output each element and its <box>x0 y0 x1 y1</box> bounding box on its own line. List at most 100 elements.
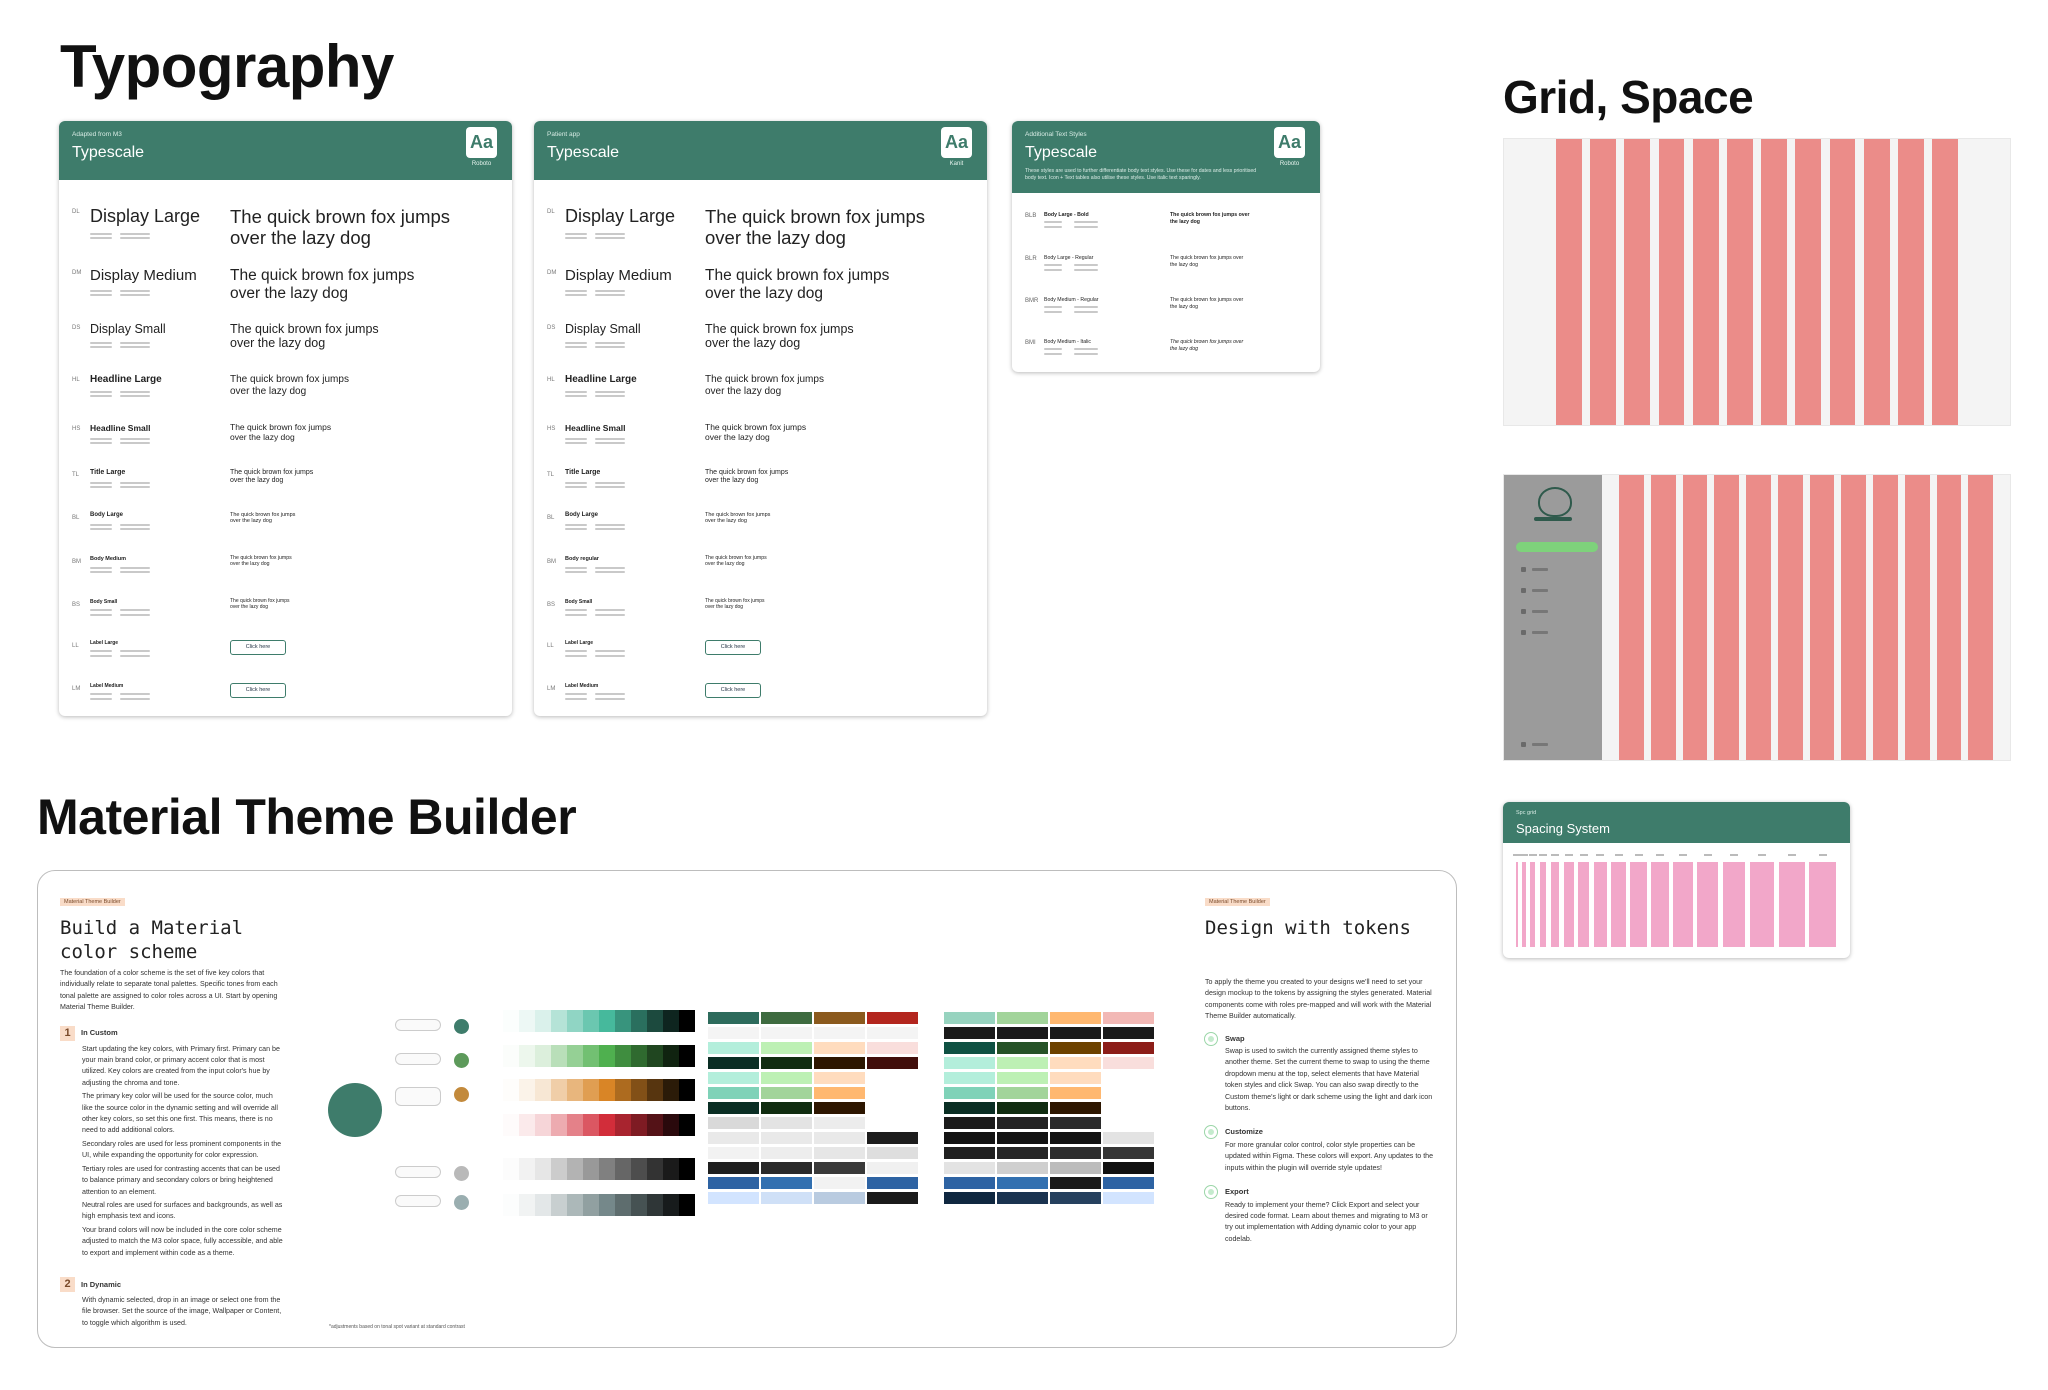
spacing-bar <box>1651 862 1669 947</box>
paragraph: Secondary roles are used for less promin… <box>82 1139 282 1160</box>
role-tile <box>1050 1057 1101 1069</box>
meta-line <box>565 609 587 612</box>
meta-line <box>565 523 587 526</box>
row-name: Display Small <box>565 322 641 336</box>
card-title: Spacing System <box>1516 821 1610 836</box>
card-title: Typescale <box>72 144 145 161</box>
font-name: Kanit <box>949 161 964 167</box>
button: Click here <box>705 640 761 655</box>
tone-swatch <box>615 1010 631 1032</box>
row-sample: The quick brown fox jumps over the lazy … <box>1170 339 1244 352</box>
role-tile <box>1103 1147 1154 1159</box>
spacing-label <box>1579 854 1588 856</box>
tone-swatch <box>647 1158 663 1180</box>
spacing-bar <box>1611 862 1626 947</box>
tone-swatch <box>503 1194 519 1216</box>
meta-line <box>1044 348 1062 350</box>
nav-icon <box>1521 588 1526 593</box>
role-tile <box>1103 1102 1154 1114</box>
tone-swatch <box>535 1194 551 1216</box>
row-sample: The quick brown fox jumps over the lazy … <box>705 598 765 610</box>
meta-line <box>565 481 587 484</box>
role-tile <box>867 1132 918 1144</box>
spacing-label <box>1513 854 1521 856</box>
tone-swatch <box>551 1114 567 1136</box>
grid-column <box>1897 139 1924 425</box>
tone-swatch <box>599 1158 615 1180</box>
meta-line <box>120 232 150 235</box>
row-name: Body Small <box>565 599 593 605</box>
heading: Design with tokens <box>1205 917 1411 939</box>
spacing-card: Spc grid Spacing System <box>1503 802 1850 958</box>
tone-swatch <box>599 1045 615 1067</box>
tone-swatch <box>599 1079 615 1101</box>
tone-swatch <box>503 1114 519 1136</box>
spacing-label <box>1703 854 1712 856</box>
role-tile <box>997 1087 1048 1099</box>
meta-line <box>120 346 150 349</box>
role-tile <box>761 1117 812 1129</box>
meta-line <box>90 437 112 440</box>
meta-line <box>1074 264 1098 266</box>
tone-swatch <box>535 1158 551 1180</box>
step-title: In Dynamic <box>81 1279 122 1289</box>
tone-swatch <box>503 1045 519 1067</box>
tone-swatch <box>631 1079 647 1101</box>
role-tile <box>944 1162 995 1174</box>
role-tile <box>708 1102 759 1114</box>
source-color <box>328 1083 382 1137</box>
meta-line <box>595 237 625 239</box>
spacing-label <box>1564 854 1573 856</box>
item-icon <box>1204 1125 1218 1140</box>
meta-line <box>565 232 587 235</box>
grid-column <box>1658 139 1685 425</box>
role-tile <box>867 1042 918 1054</box>
key-color <box>454 1166 469 1181</box>
tone-swatch <box>663 1010 679 1032</box>
role-tile <box>708 1087 759 1099</box>
grid-column <box>1590 139 1617 425</box>
paragraph: With dynamic selected, drop in an image … <box>82 1295 282 1327</box>
spacing-bar <box>1808 862 1837 947</box>
tone-swatch <box>615 1194 631 1216</box>
spacing-label <box>1551 854 1559 856</box>
tone-swatch <box>535 1114 551 1136</box>
spacing-label <box>1758 854 1766 856</box>
tone-swatch <box>647 1194 663 1216</box>
item-text: Ready to implement your theme? Click Exp… <box>1225 1200 1428 1243</box>
role-tile <box>708 1147 759 1159</box>
tone-swatch <box>503 1158 519 1180</box>
card-title: Typescale <box>1025 144 1098 161</box>
role-tile <box>708 1072 759 1084</box>
row-name: Display Large <box>90 206 201 226</box>
role-tile <box>944 1087 995 1099</box>
tone-swatch <box>663 1079 679 1101</box>
meta-line <box>120 395 150 397</box>
role-tile <box>944 1042 995 1054</box>
tone-swatch <box>551 1194 567 1216</box>
meta-line <box>1074 268 1098 271</box>
role-tile <box>761 1087 812 1099</box>
meta-line <box>90 693 112 696</box>
role-tile <box>1103 1072 1154 1084</box>
meta-line <box>565 437 587 440</box>
spacing-bar <box>1673 862 1693 947</box>
spacing-label <box>1520 854 1529 856</box>
paragraph: The foundation of a color scheme is the … <box>60 969 278 1012</box>
step-header: 2 In Dynamic <box>60 1276 283 1292</box>
meta-line <box>90 341 112 344</box>
role-tile <box>867 1072 918 1084</box>
item-body: Swap Swap is used to switch the currently… <box>1225 1033 1435 1115</box>
tone-swatch <box>615 1158 631 1180</box>
spacing-bar <box>1516 862 1518 947</box>
row-name: Display Medium <box>565 267 672 284</box>
meta-line <box>565 528 587 530</box>
row-abbr: BMI <box>1025 340 1036 346</box>
role-tile <box>814 1012 865 1024</box>
role-tile <box>867 1087 918 1099</box>
row-abbr: BS <box>547 602 556 608</box>
role-tile <box>997 1132 1048 1144</box>
tone-swatch <box>599 1114 615 1136</box>
role-tile <box>867 1117 918 1129</box>
meta-line <box>565 346 587 349</box>
